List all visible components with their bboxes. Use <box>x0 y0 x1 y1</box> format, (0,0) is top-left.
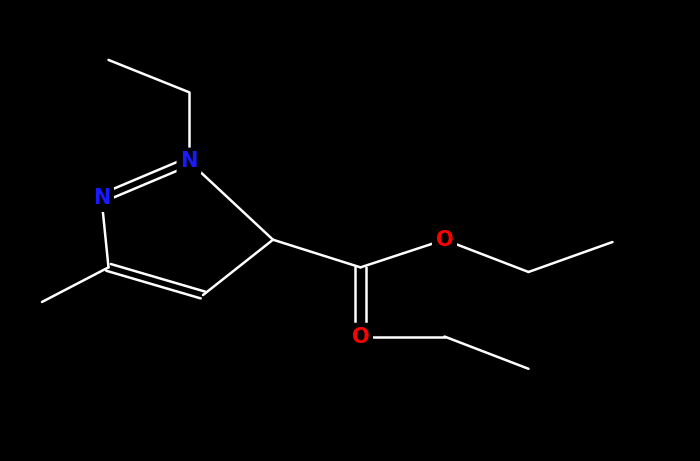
Text: O: O <box>351 326 370 347</box>
Text: N: N <box>181 151 197 171</box>
Text: N: N <box>93 188 110 208</box>
Text: O: O <box>435 230 454 250</box>
